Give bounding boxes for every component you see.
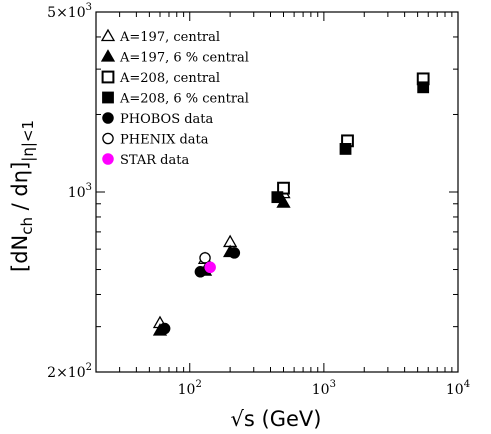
y-tick-label: 103: [68, 182, 92, 201]
axis-ticks: [95, 11, 459, 373]
legend-label: A=208, 6 % central: [119, 92, 249, 107]
y-tick-label-exp: 3: [86, 182, 92, 193]
x-axis-title: √s (GeV): [231, 407, 322, 431]
data-markers: [152, 72, 430, 336]
x-tick-label-exp: 2: [195, 379, 201, 390]
legend-marker: [100, 49, 116, 62]
y-axis-title-sub: |η|<1: [19, 120, 37, 162]
data-point: [271, 191, 284, 204]
legend-label: A=197, central: [119, 30, 220, 45]
data-point: [228, 247, 241, 259]
x-tick-label: 104: [446, 379, 470, 398]
y-tick-label: 2×102: [47, 362, 92, 381]
y-tick-label-exp: 2: [86, 362, 92, 373]
y-tick-label-exp: 3: [86, 2, 92, 13]
data-point: [417, 81, 430, 94]
x-tick-label: 102: [178, 379, 202, 398]
y-tick-label-base: 10: [68, 185, 86, 201]
y-tick-label-base: 2×10: [47, 365, 85, 381]
data-point: [194, 266, 207, 278]
y-axis-title-main-sub: ch: [18, 217, 36, 235]
y-tick-label-base: 5×10: [47, 5, 85, 21]
legend-marker: [102, 132, 114, 145]
x-tick-label-base: 10: [312, 382, 330, 398]
x-tick-label-base: 10: [178, 382, 196, 398]
y-axis-title-mid: / dη]: [8, 162, 32, 217]
legend-label: STAR data: [120, 153, 189, 168]
data-point: [204, 261, 216, 274]
x-tick-label-exp: 4: [464, 379, 470, 390]
legend-marker: [102, 91, 114, 104]
legend-marker: [102, 153, 114, 165]
x-tick-label: 103: [312, 379, 336, 398]
x-tick-label-exp: 3: [330, 379, 336, 390]
data-point: [199, 252, 211, 264]
legend-label: PHOBOS data: [120, 112, 214, 127]
legend-marker: [101, 70, 115, 84]
legend-label: A=197, 6 % central: [119, 51, 249, 66]
y-tick-label: 5×103: [47, 2, 92, 21]
legend-marker: [102, 112, 114, 124]
legend: A=197, central A=197, 6 % central A=208, c…: [100, 28, 249, 168]
legend-label: PHENIX data: [120, 133, 209, 148]
y-axis-title-main: [dN: [8, 235, 32, 272]
data-point: [277, 181, 290, 195]
y-axis-title: [dNch / dη]|η|<1: [8, 120, 37, 272]
data-point: [339, 143, 352, 155]
legend-label: A=208, central: [119, 71, 220, 86]
data-point: [158, 322, 171, 335]
legend-marker: [100, 28, 116, 42]
x-tick-label-base: 10: [446, 382, 464, 398]
